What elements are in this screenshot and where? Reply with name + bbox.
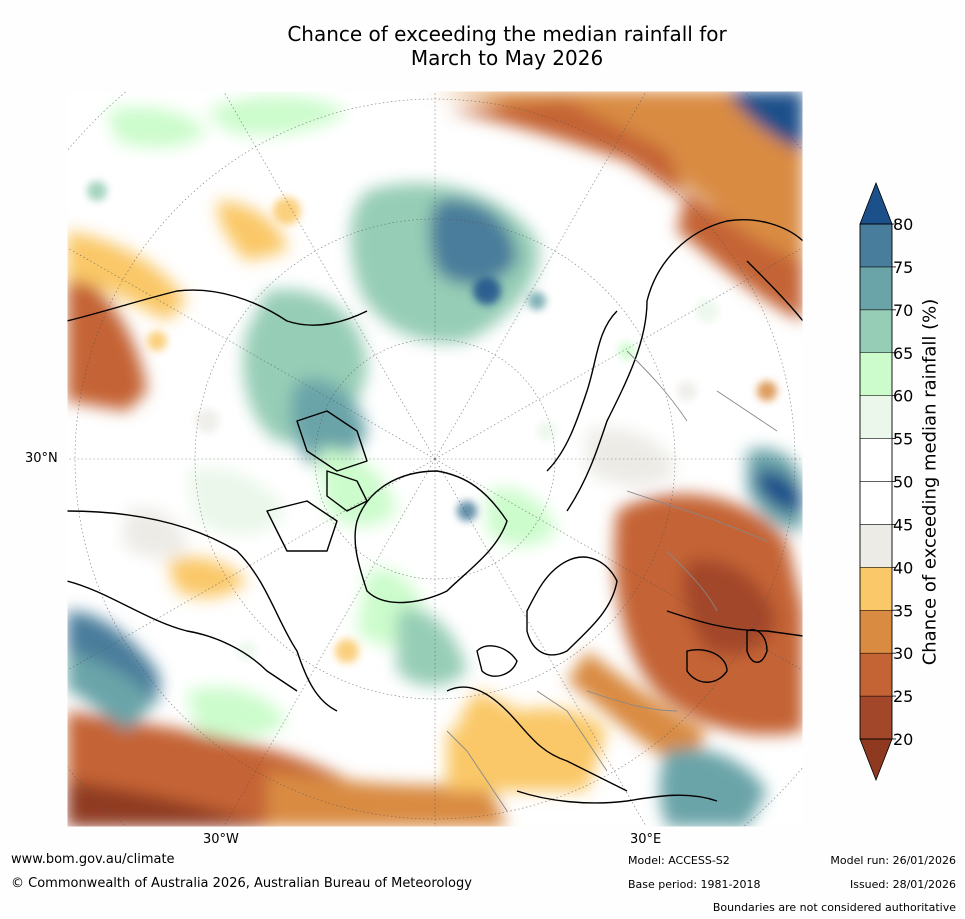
colorbar-over-arrow	[859, 181, 893, 225]
lon-label-30e: 30°E	[630, 832, 662, 847]
colorbar-band	[859, 223, 893, 268]
colorbar: 20 25 30 35 40 45 50 55 60 65 70 75 80	[859, 181, 913, 782]
colorbar-band	[859, 352, 893, 396]
wet-region-ne-corner	[727, 91, 803, 151]
coastline-scandinavia	[526, 556, 618, 656]
issued-date: Issued: 28/01/2026	[849, 878, 956, 891]
dry-region-west	[67, 261, 147, 411]
colorbar-tick-label: 35	[893, 601, 913, 620]
colorbar-band	[859, 567, 893, 611]
colorbar-label: Chance of exceeding median rainfall (%)	[919, 298, 941, 666]
base-period: Base period: 1981-2018	[628, 878, 761, 891]
colorbar-band	[859, 309, 893, 353]
website-url[interactable]: www.bom.gov.au/climate	[11, 852, 175, 867]
colorbar-band	[859, 438, 893, 482]
colorbar-tick-label: 25	[893, 687, 913, 706]
probability-field	[67, 91, 803, 827]
coastline-greenland	[354, 470, 508, 604]
colorbar-under-arrow	[859, 738, 893, 782]
boundaries-disclaimer: Boundaries are not considered authoritat…	[712, 901, 956, 914]
colorbar-band	[859, 610, 893, 654]
model-run-date: Model run: 26/01/2026	[830, 854, 956, 867]
coastline-siberia	[566, 219, 803, 512]
colorbar-band	[859, 395, 893, 439]
title-line-2: March to May 2026	[410, 46, 604, 70]
colorbar-tick-label: 60	[893, 387, 913, 406]
colorbar-tick-label: 20	[893, 730, 913, 749]
colorbar-tick-label: 65	[893, 344, 913, 363]
colorbar-band	[859, 652, 893, 697]
colorbar-band	[859, 695, 893, 740]
lon-label-30w: 30°W	[203, 832, 239, 847]
colorbar-tick-label: 30	[893, 644, 913, 663]
colorbar-band	[859, 266, 893, 311]
speckle-texture	[87, 181, 777, 663]
lat-label-30n: 30°N	[25, 451, 58, 466]
rainfall-probability-map	[67, 91, 803, 827]
model-name: Model: ACCESS-S2	[628, 854, 730, 867]
coastlines	[67, 219, 803, 804]
political-boundaries	[446, 350, 778, 812]
dry-region-north-pacific	[427, 91, 803, 281]
colorbar-band	[859, 481, 893, 525]
colorbar-tick-label: 80	[893, 215, 913, 234]
colorbar-tick-label: 45	[893, 515, 913, 534]
colorbar-tick-label: 55	[893, 430, 913, 449]
colorbar-tick-label: 75	[893, 258, 913, 277]
colorbar-ticks: 20 25 30 35 40 45 50 55 60 65 70 75 80	[892, 215, 913, 749]
colorbar-band	[859, 524, 893, 568]
map-title: Chance of exceeding the median rainfall …	[0, 22, 965, 70]
coastline-north-america	[67, 510, 338, 712]
title-line-1: Chance of exceeding the median rainfall …	[287, 22, 727, 46]
copyright-text: © Commonwealth of Australia 2026, Austra…	[11, 876, 472, 891]
colorbar-tick-label: 70	[893, 301, 913, 320]
colorbar-tick-label: 40	[893, 558, 913, 577]
colorbar-tick-label: 50	[893, 473, 913, 492]
coastline-europe	[446, 686, 628, 792]
colorbar-boxes	[859, 223, 893, 740]
